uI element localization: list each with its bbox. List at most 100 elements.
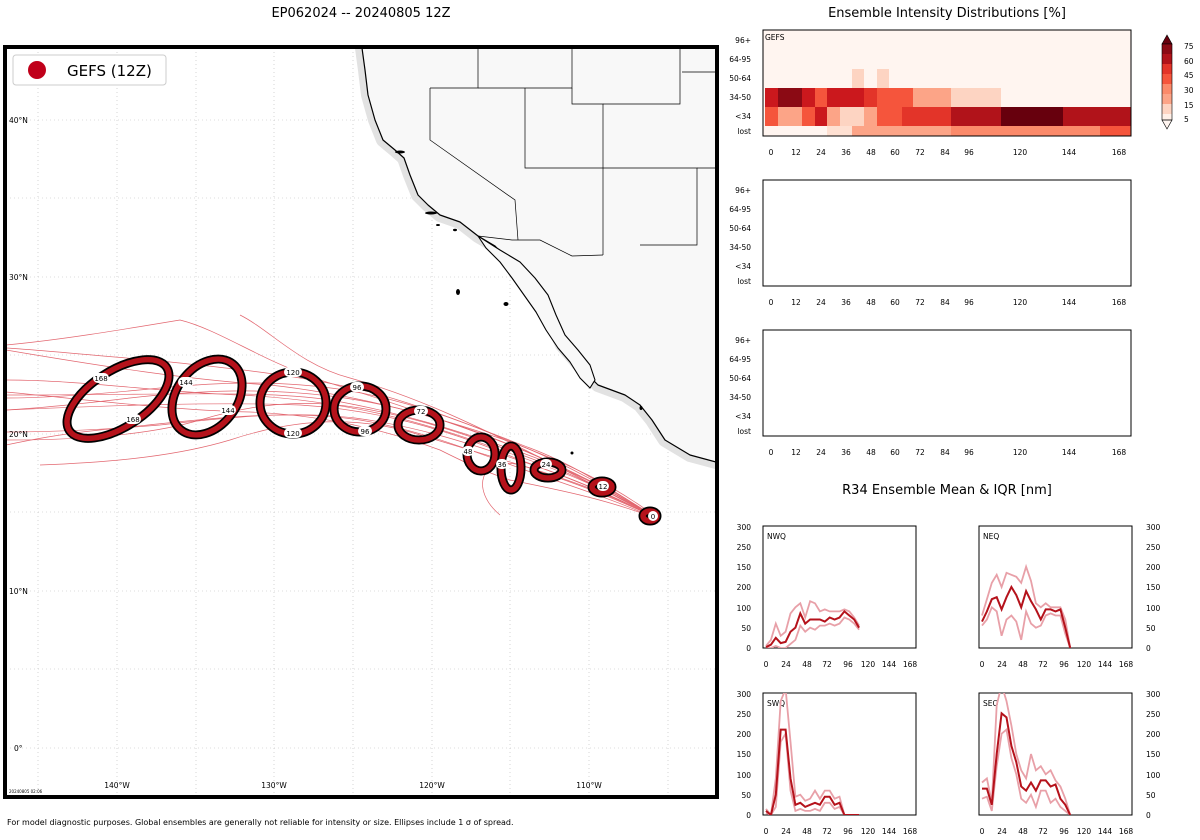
y-tick-label: 250 bbox=[1146, 543, 1161, 552]
y-tick-label: 50 bbox=[1146, 624, 1156, 633]
nwq-mean-line bbox=[765, 609, 860, 648]
nwq-q75-line bbox=[765, 599, 860, 647]
x-tick-label: 144 bbox=[1062, 148, 1077, 157]
x-tick-label: 0 bbox=[769, 148, 774, 157]
x-tick-label: 72 bbox=[822, 660, 832, 669]
x-tick-label: 96 bbox=[1059, 660, 1069, 669]
y-tick-label: 250 bbox=[1146, 710, 1161, 719]
ellipse-label-144a: 144 bbox=[178, 377, 194, 387]
x-tick-label: 48 bbox=[866, 298, 876, 307]
swq-mean-line bbox=[765, 728, 860, 815]
x-tick-label: 24 bbox=[997, 827, 1007, 836]
r34-panel-label: SWQ bbox=[767, 699, 785, 708]
r34-panel-swq: SWQ 0 50 100 150 200 250 300 0 24 48 72 … bbox=[737, 690, 918, 836]
map-frame bbox=[3, 45, 719, 799]
x-tick-label: 0 bbox=[769, 298, 774, 307]
x-tick-label: 48 bbox=[1018, 660, 1028, 669]
ellipse-label-144b: 144 bbox=[220, 405, 236, 415]
neq-q25-line bbox=[981, 605, 1072, 648]
x-tick-label: 168 bbox=[903, 660, 918, 669]
heatmap1-y-labels: 96+ 64-95 50-64 34-50 <34 lost bbox=[729, 36, 751, 136]
y-tick-label: 50 bbox=[1146, 791, 1156, 800]
y-tick-label: <34 bbox=[735, 262, 751, 271]
map-legend: GEFS (12Z) bbox=[12, 54, 167, 86]
y-tick-label: 300 bbox=[1146, 523, 1161, 532]
x-tick-label: 144 bbox=[1098, 827, 1113, 836]
r34-panel-neq: NEQ 0 50 100 150 200 250 300 0 24 48 72 … bbox=[978, 523, 1161, 669]
ellipse-label-168a: 168 bbox=[93, 373, 109, 383]
y-tick-label: 200 bbox=[737, 730, 752, 739]
x-tick-label: 72 bbox=[822, 827, 832, 836]
y-tick-label: 200 bbox=[1146, 730, 1161, 739]
x-tick-label: 144 bbox=[882, 827, 897, 836]
legend-marker bbox=[28, 61, 46, 79]
y-tick-label: 300 bbox=[1146, 690, 1161, 699]
x-tick-label: 120 bbox=[1077, 660, 1092, 669]
y-tick-label: 250 bbox=[737, 543, 752, 552]
x-tick-label: 48 bbox=[1018, 827, 1028, 836]
x-tick-label: 72 bbox=[1038, 827, 1048, 836]
r34-panel-label: SEQ bbox=[983, 699, 998, 708]
y-tick-label: 100 bbox=[1146, 771, 1161, 780]
x-tick-label: 48 bbox=[802, 827, 812, 836]
r34-panel-nwq: NWQ 0 50 100 150 200 250 300 0 24 48 72 … bbox=[737, 523, 918, 669]
heatmap-panel-label: GEFS bbox=[765, 33, 785, 42]
x-tick-label: 48 bbox=[866, 448, 876, 457]
seq-q75-line bbox=[981, 693, 1072, 815]
y-tick-label: 0 bbox=[1146, 644, 1151, 653]
r34-title: R34 Ensemble Mean & IQR [nm] bbox=[842, 483, 1052, 498]
y-tick-label: 200 bbox=[1146, 563, 1161, 572]
ellipse-label: 96 bbox=[353, 384, 362, 392]
y-tick-label: 50-64 bbox=[729, 374, 751, 383]
y-tick-label: 34-50 bbox=[729, 93, 751, 102]
x-tick-label: 72 bbox=[1038, 660, 1048, 669]
x-tick-label: 72 bbox=[915, 148, 925, 157]
x-tick-label: 0 bbox=[980, 827, 985, 836]
ellipse-label: 0 bbox=[651, 513, 655, 521]
r34-panel-seq: SEQ 0 50 100 150 200 250 300 0 24 48 72 … bbox=[978, 690, 1161, 836]
y-tick-label: lost bbox=[737, 427, 751, 436]
heatmap1-x-labels: 0 12 24 36 48 60 72 84 96 120 144 168 bbox=[769, 148, 1127, 157]
x-tick-label: 96 bbox=[964, 148, 974, 157]
colorbar-label: 45 bbox=[1184, 71, 1194, 80]
x-tick-label: 120 bbox=[1013, 298, 1028, 307]
x-tick-label: 24 bbox=[997, 660, 1007, 669]
ellipse-label: 120 bbox=[286, 430, 299, 438]
y-tick-label: <34 bbox=[735, 412, 751, 421]
ellipse-label: 36 bbox=[498, 461, 507, 469]
y-tick-label: 300 bbox=[737, 690, 752, 699]
y-tick-label: 150 bbox=[737, 750, 752, 759]
x-tick-label: 144 bbox=[1098, 660, 1113, 669]
y-tick-label: 100 bbox=[1146, 604, 1161, 613]
y-tick-label: 0 bbox=[746, 644, 751, 653]
lat-label: 0° bbox=[14, 744, 23, 753]
x-tick-label: 0 bbox=[980, 660, 985, 669]
y-tick-label: 50-64 bbox=[729, 74, 751, 83]
x-tick-label: 168 bbox=[1119, 827, 1134, 836]
y-tick-label: 50 bbox=[741, 791, 751, 800]
x-tick-label: 60 bbox=[890, 298, 900, 307]
y-tick-label: <34 bbox=[735, 112, 751, 121]
ellipse-label: 144 bbox=[221, 407, 235, 415]
x-tick-label: 48 bbox=[802, 660, 812, 669]
lon-label: 140°W bbox=[104, 781, 130, 790]
y-tick-label: 34-50 bbox=[729, 243, 751, 252]
y-tick-label: lost bbox=[737, 277, 751, 286]
lon-label: 110°W bbox=[576, 781, 602, 790]
lat-label: 40°N bbox=[9, 116, 28, 125]
neq-mean-line bbox=[981, 584, 1072, 648]
y-tick-label: 100 bbox=[737, 604, 752, 613]
land bbox=[355, 48, 716, 469]
lat-label: 10°N bbox=[9, 587, 28, 596]
x-tick-label: 120 bbox=[1013, 148, 1028, 157]
y-tick-label: 50 bbox=[741, 624, 751, 633]
x-tick-label: 60 bbox=[890, 148, 900, 157]
x-tick-label: 84 bbox=[940, 298, 950, 307]
intensity-heatmap-gefs: GEFS bbox=[762, 29, 1132, 137]
intensity-heatmap-3: 96+ 64-95 50-64 34-50 <34 lost 0 12 24 3… bbox=[729, 329, 1132, 457]
x-tick-label: 120 bbox=[861, 660, 876, 669]
ellipse-label: 24 bbox=[542, 461, 551, 469]
x-tick-label: 84 bbox=[940, 148, 950, 157]
footnote: For model diagnostic purposes. Global en… bbox=[7, 818, 514, 827]
x-tick-label: 120 bbox=[1077, 827, 1092, 836]
